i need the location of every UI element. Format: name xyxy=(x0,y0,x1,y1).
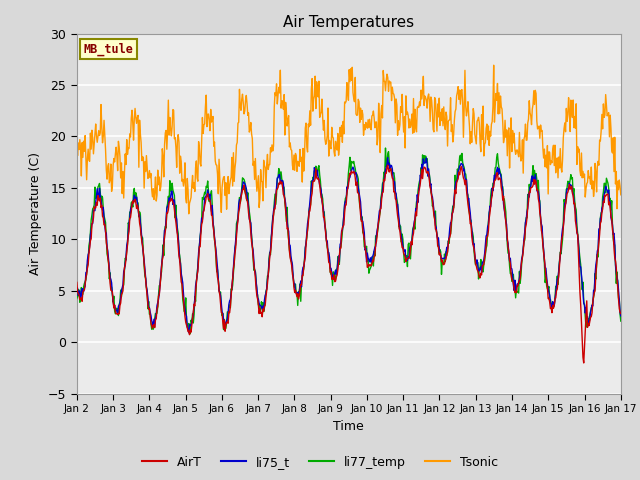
Y-axis label: Air Temperature (C): Air Temperature (C) xyxy=(29,152,42,275)
Title: Air Temperatures: Air Temperatures xyxy=(284,15,414,30)
Text: MB_tule: MB_tule xyxy=(83,43,133,56)
X-axis label: Time: Time xyxy=(333,420,364,432)
Legend: AirT, li75_t, li77_temp, Tsonic: AirT, li75_t, li77_temp, Tsonic xyxy=(138,451,502,474)
